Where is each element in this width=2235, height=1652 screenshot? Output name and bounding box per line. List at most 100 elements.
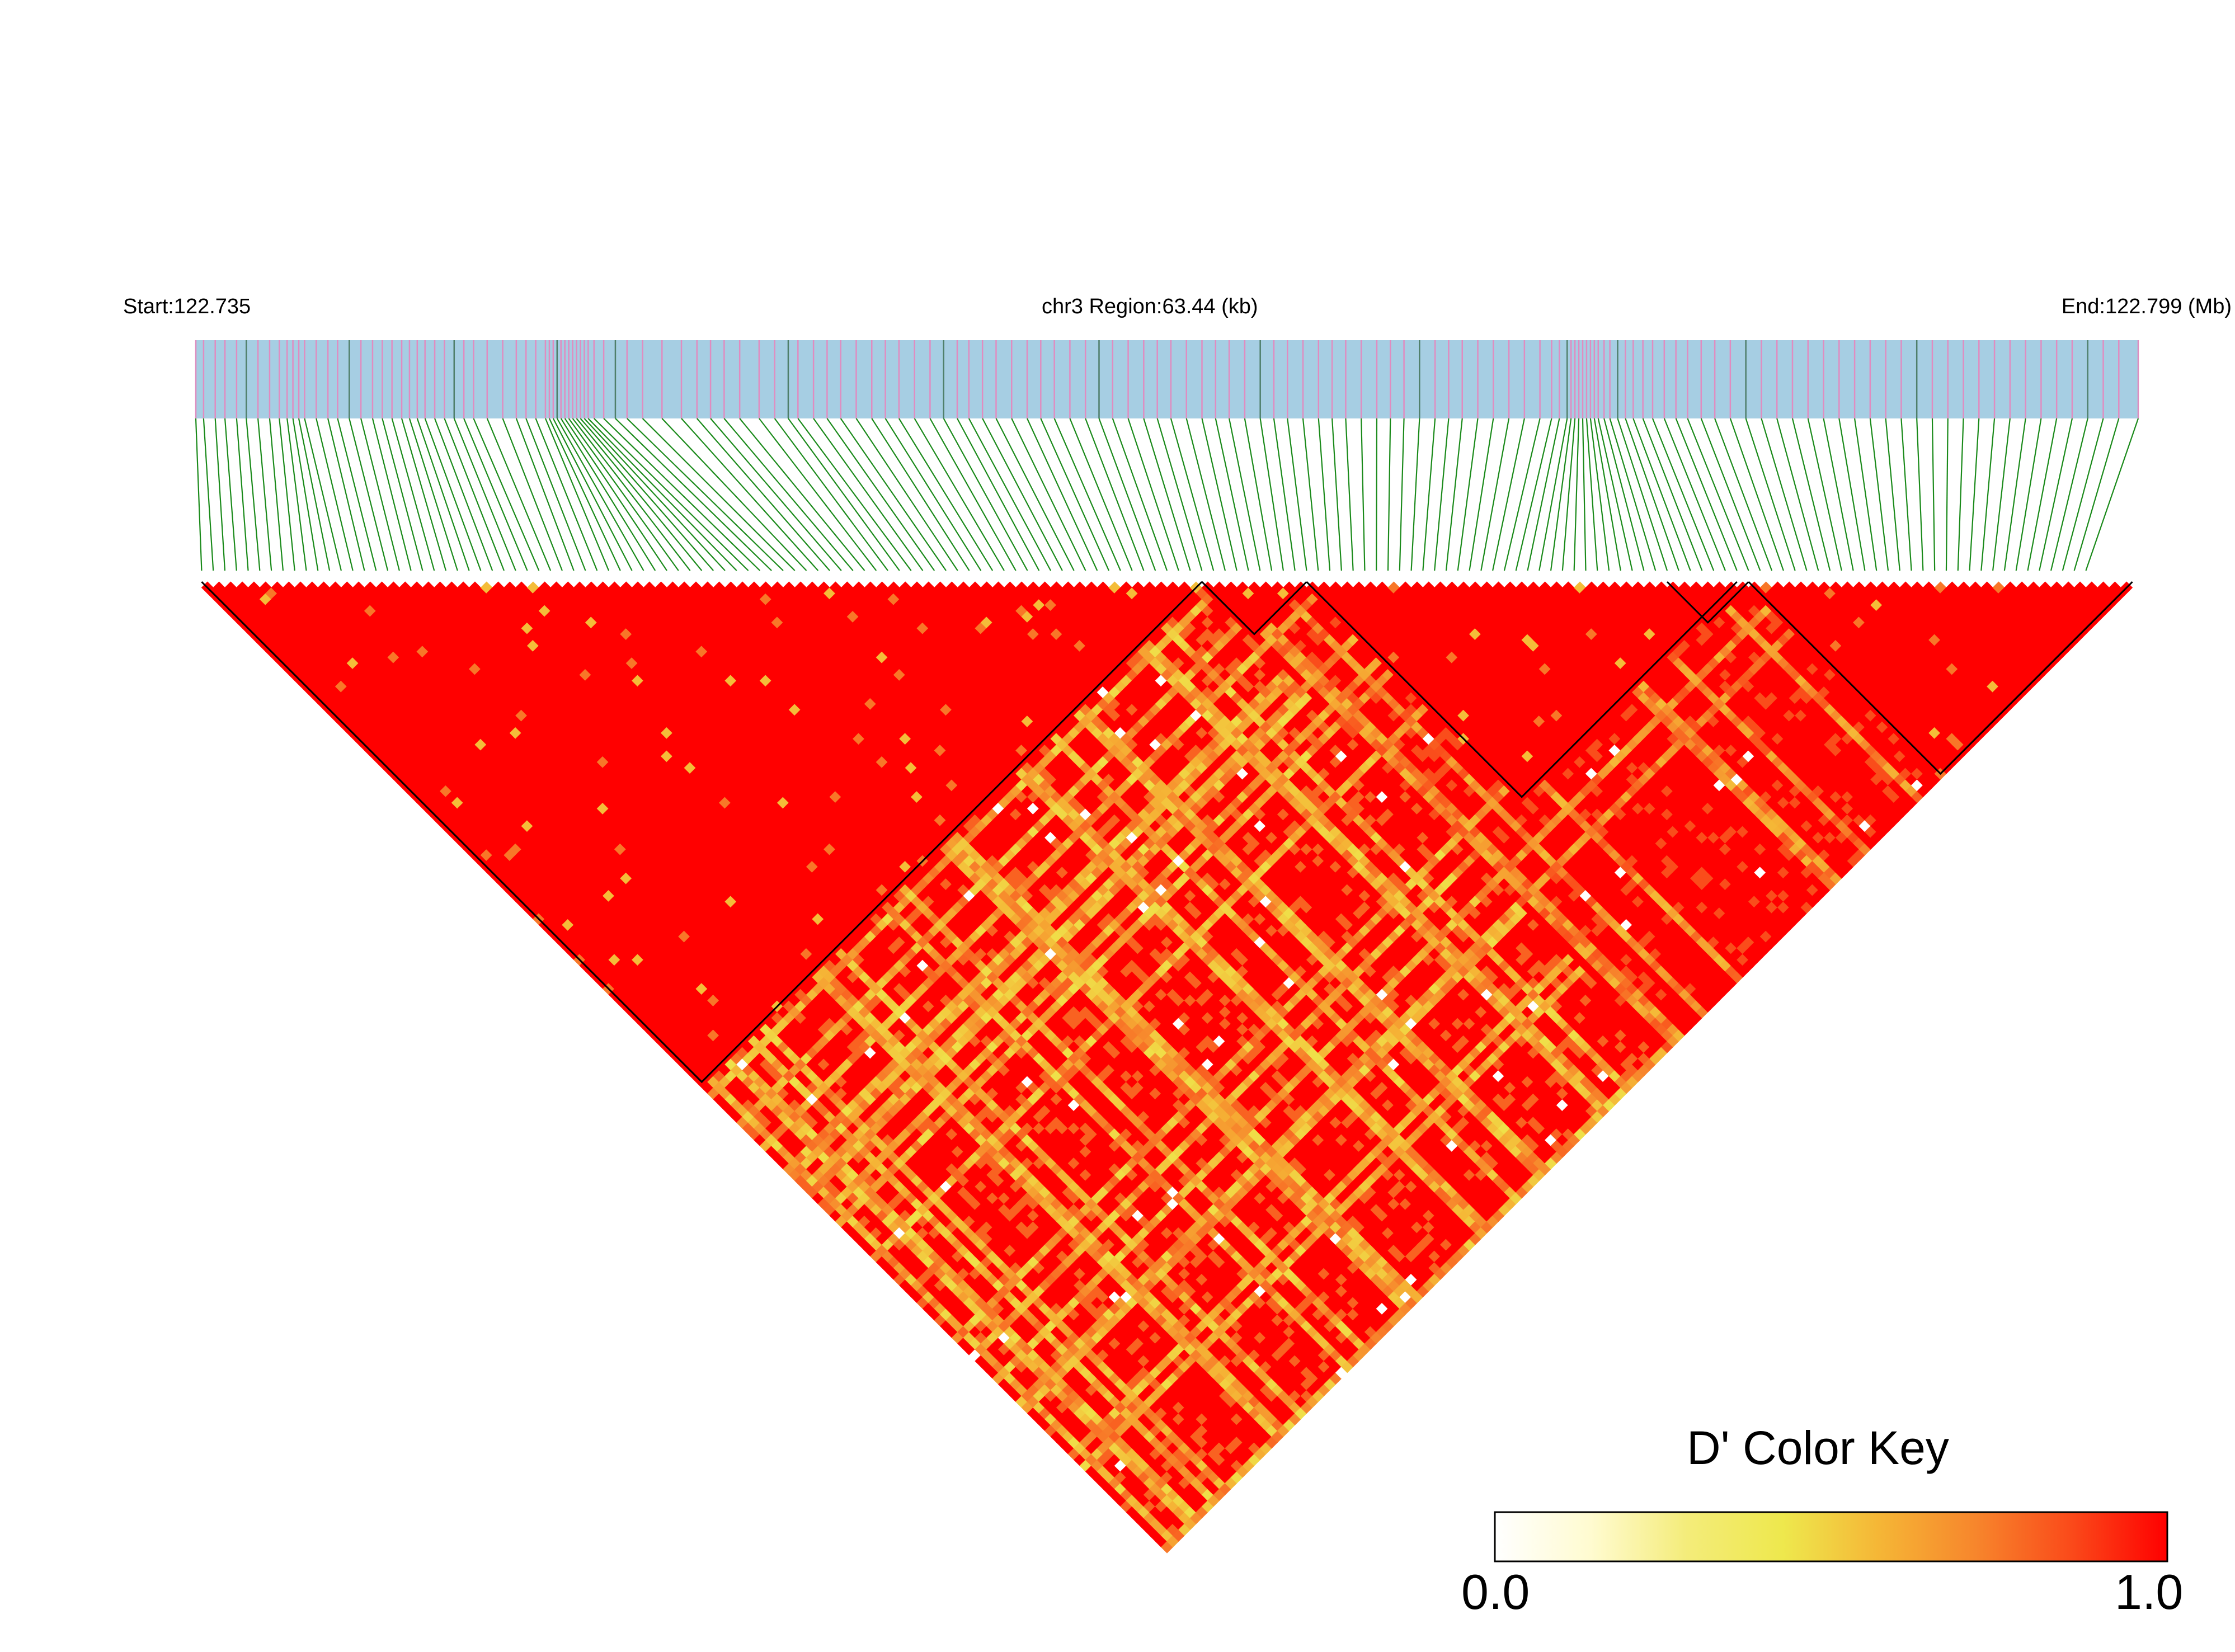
ld-cell [934,1314,947,1327]
ld-cell [259,616,272,629]
ld-cell [724,1011,737,1024]
ld-cell [1091,1471,1104,1484]
ld-cell [1120,1489,1133,1502]
ld-cell [556,797,568,809]
ld-cell [515,744,528,757]
ld-cell [364,639,377,652]
ld-cell [887,1256,900,1269]
ld-cell [841,1081,854,1094]
ld-cell [672,982,685,995]
ld-cell [632,965,644,978]
ld-cell [411,616,424,629]
snp-connector-line [2003,418,2026,571]
ld-cell [672,1041,685,1053]
ld-cell [591,959,604,972]
ld-cell [997,1285,1010,1298]
ld-cell [986,1297,999,1310]
ld-cell [591,948,604,961]
ld-cell [1015,1395,1028,1408]
ld-cell [468,744,481,757]
ld-cell [887,1162,900,1175]
ld-cell [1230,1448,1243,1461]
ld-cell [841,1186,854,1199]
ld-cell [841,1104,854,1117]
ld-cell [480,849,493,862]
ld-cell [747,1081,760,1094]
ld-cell [788,1133,801,1146]
ld-cell [439,773,452,786]
ld-cell [783,1162,796,1175]
ld-cell [1230,1471,1243,1484]
ld-cell [788,1145,801,1158]
ld-cell [678,953,691,966]
ld-cell [1103,1460,1116,1472]
ld-cell [562,779,575,792]
ld-cell [422,744,435,757]
ld-cell [882,1250,895,1263]
ld-cell [1091,1343,1104,1356]
snp-connector-line [826,418,935,571]
ld-cell [271,639,284,652]
snp-connector-line [337,418,377,571]
ld-cell [620,849,633,862]
ld-cell [800,1018,813,1030]
ld-cell [695,1052,708,1065]
ld-cell [695,948,708,961]
ld-cell [1038,1302,1051,1315]
ld-cell [492,744,505,757]
ld-cell [905,1227,917,1240]
ld-cell [701,953,714,966]
ld-cell [1178,1430,1191,1443]
ld-cell [835,1052,848,1065]
ld-cell [695,1006,708,1019]
ld-cell [538,744,551,757]
ld-cell [887,1221,900,1234]
snp-connector-line [681,418,819,571]
ld-cell [835,1064,848,1077]
ld-cell [911,1198,924,1211]
snp-connector-line [1480,418,1510,571]
ld-cell [649,1006,662,1019]
ld-cell [474,773,487,786]
ld-cell [625,924,638,937]
ld-cell [911,1221,924,1234]
ld-cell [783,1151,796,1164]
ld-cell [591,854,604,867]
ld-cell [294,616,307,629]
ld-cell [573,883,586,896]
ld-cell [730,982,743,995]
ld-cell [1149,1401,1162,1414]
ld-cell [1155,1512,1168,1524]
ld-cell [474,691,487,704]
ld-cell [399,744,412,757]
ld-cell [963,1308,976,1321]
ld-cell [806,1035,818,1048]
ld-cell [335,587,347,600]
ld-cell [934,1244,947,1257]
ld-cell [858,1145,871,1158]
ld-cell [800,1145,813,1158]
ld-cell [1067,1401,1080,1414]
ld-cell [783,1093,796,1106]
ld-cell [945,1244,958,1257]
ld-cell [1038,1279,1051,1292]
ld-cell [643,895,656,908]
ld-cell [754,1064,766,1077]
ld-cell [1091,1448,1104,1461]
ld-cell [992,1221,1005,1234]
ld-cell [945,1302,958,1315]
ld-cell [591,912,604,925]
ld-cell [841,1140,854,1152]
ld-cell [707,1006,720,1019]
ld-cell [707,1087,720,1100]
ld-cell [567,797,580,809]
ld-cell [853,1221,865,1234]
ld-cell [1091,1390,1104,1402]
ld-cell [1038,1395,1051,1408]
ld-cell [800,1087,813,1100]
snp-connector-line [1931,418,1936,571]
ld-cell [986,1215,999,1228]
snp-connector-line [1273,418,1296,571]
ld-cell [649,1018,662,1030]
ld-cell [567,808,580,821]
